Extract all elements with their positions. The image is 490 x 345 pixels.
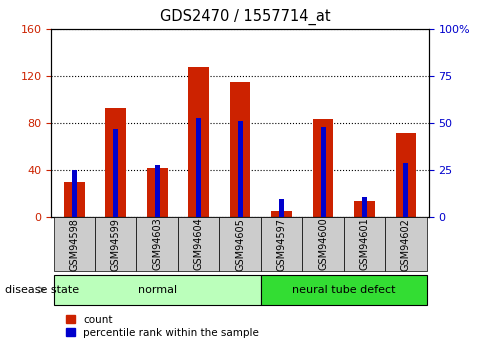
Bar [403, 163, 409, 217]
Text: GSM94601: GSM94601 [360, 218, 369, 270]
Text: GSM94598: GSM94598 [69, 218, 79, 270]
Bar [302, 217, 344, 271]
Bar [105, 108, 126, 217]
Bar [147, 168, 168, 217]
Bar [72, 170, 77, 217]
Bar [362, 197, 367, 217]
Bar [238, 121, 243, 217]
Bar [220, 217, 261, 271]
Bar [271, 211, 292, 217]
Text: GSM94597: GSM94597 [276, 218, 287, 270]
Text: GSM94604: GSM94604 [194, 218, 204, 270]
Text: normal: normal [138, 285, 177, 295]
Bar [136, 217, 178, 271]
Bar [113, 129, 118, 217]
Text: GSM94599: GSM94599 [111, 218, 121, 270]
Bar [155, 165, 160, 217]
Bar [230, 82, 250, 217]
Bar [261, 217, 302, 271]
Bar [344, 217, 385, 271]
Bar [395, 133, 416, 217]
Bar [313, 119, 333, 217]
Bar [188, 67, 209, 217]
Bar [53, 217, 95, 271]
Bar [261, 275, 427, 305]
Bar [354, 201, 375, 217]
Text: GSM94600: GSM94600 [318, 218, 328, 270]
Text: GSM94605: GSM94605 [235, 218, 245, 270]
Bar [196, 118, 201, 217]
Text: neural tube defect: neural tube defect [292, 285, 395, 295]
Bar [64, 182, 85, 217]
Text: GDS2470 / 1557714_at: GDS2470 / 1557714_at [160, 9, 330, 25]
Bar [95, 217, 136, 271]
Bar [385, 217, 427, 271]
Bar [279, 199, 284, 217]
Bar [320, 127, 325, 217]
Text: GSM94603: GSM94603 [152, 218, 162, 270]
Bar [178, 217, 220, 271]
Legend: count, percentile rank within the sample: count, percentile rank within the sample [67, 315, 259, 338]
Bar [53, 275, 261, 305]
Text: disease state: disease state [5, 285, 79, 295]
Text: GSM94602: GSM94602 [401, 218, 411, 270]
